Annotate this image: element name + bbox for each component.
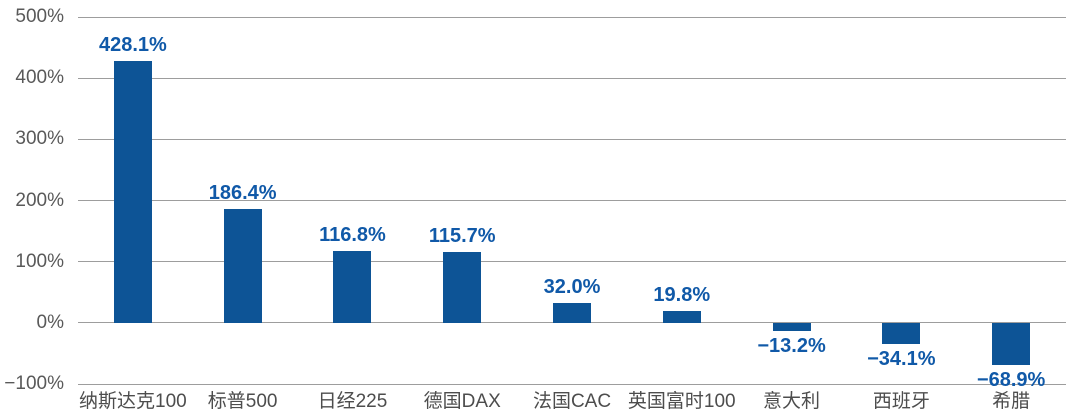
x-category-label: 西班牙 <box>872 391 930 412</box>
bar-value-label: 19.8% <box>653 283 711 306</box>
bar-value-label: 116.8% <box>319 224 386 247</box>
bar <box>443 252 482 323</box>
bar <box>553 303 591 323</box>
bar-value-label: 186.4% <box>208 181 277 204</box>
bar <box>882 322 921 344</box>
gridline <box>78 16 1066 18</box>
bar <box>333 251 372 323</box>
bar-value-label: 428.1% <box>98 33 167 56</box>
gridline <box>78 77 1066 79</box>
bar <box>662 310 701 323</box>
y-axis-tick-label: 100% <box>15 250 64 272</box>
bar <box>113 60 152 323</box>
bar <box>992 322 1031 365</box>
bar-value-label: −13.2% <box>757 334 826 357</box>
y-axis-tick-label: 200% <box>15 189 64 211</box>
y-axis-tick-label: 400% <box>15 67 64 89</box>
x-category-label: 法国CAC <box>532 391 612 412</box>
gridline <box>78 261 1066 263</box>
bar <box>772 322 811 331</box>
gridline <box>78 383 1066 385</box>
x-category-label: 希腊 <box>992 391 1031 412</box>
y-axis-tick-label: 0% <box>36 311 64 333</box>
bar <box>223 208 262 323</box>
bar-value-label: 115.7% <box>428 225 496 248</box>
x-category-label: 纳斯达克100 <box>79 391 187 412</box>
bar-value-label: −34.1% <box>867 347 936 370</box>
y-axis-tick-label: −100% <box>4 373 64 394</box>
x-category-label: 日经225 <box>317 391 388 412</box>
x-category-label: 英国富时100 <box>627 391 736 412</box>
x-category-label: 意大利 <box>763 391 821 412</box>
bar-value-label: −68.9% <box>976 368 1046 391</box>
y-axis-tick-label: 300% <box>15 128 64 150</box>
gridline <box>78 138 1066 140</box>
y-axis-tick-label: 500% <box>15 6 64 27</box>
x-category-label: 德国DAX <box>423 391 501 412</box>
bar-value-label: 32.0% <box>543 276 601 299</box>
gridline <box>78 200 1066 201</box>
gridline <box>78 322 1066 324</box>
x-category-label: 标普500 <box>207 391 278 412</box>
